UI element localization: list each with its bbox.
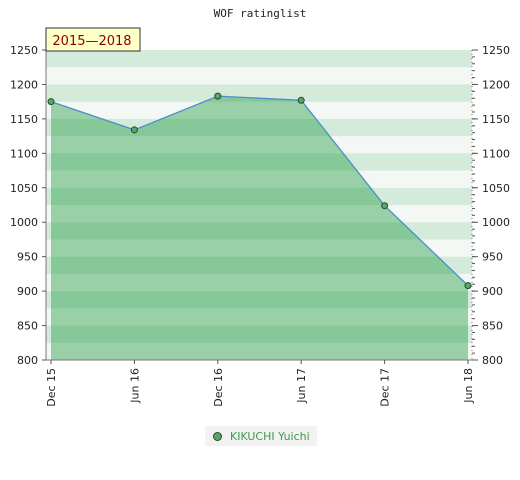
y-tick-label-right: 1200 xyxy=(482,78,510,91)
y-tick-label-left: 1050 xyxy=(10,182,38,195)
chart-title: WOF ratinglist xyxy=(214,7,307,20)
data-point xyxy=(381,202,389,210)
background-band xyxy=(46,67,472,85)
x-tick-label: Dec 17 xyxy=(379,368,392,407)
x-tick-label: Dec 15 xyxy=(45,368,58,407)
y-tick-label-right: 1150 xyxy=(482,113,510,126)
data-point xyxy=(47,98,55,106)
year-range-badge: 2015—2018 xyxy=(45,27,141,52)
y-tick-label-left: 800 xyxy=(17,354,38,367)
y-tick-label-left: 1000 xyxy=(10,216,38,229)
axes xyxy=(45,49,475,361)
legend-label: KIKUCHI Yuichi xyxy=(230,429,310,443)
y-tick-label-right: 900 xyxy=(482,285,503,298)
y-tick-label-right: 1250 xyxy=(482,44,510,57)
area-stripe xyxy=(51,205,468,223)
y-tick-label-right: 800 xyxy=(482,354,503,367)
series-line-path xyxy=(50,95,469,287)
background-band xyxy=(46,84,472,103)
y-tick-label-right: 1000 xyxy=(482,216,510,229)
x-tick-label: Jun 16 xyxy=(128,368,141,404)
area-stripe xyxy=(51,308,468,326)
y-tick-label-left: 1150 xyxy=(10,113,38,126)
x-tick-label: Jun 17 xyxy=(295,368,308,404)
badge-text: 2015—2018 xyxy=(52,34,131,49)
x-tick-label: Dec 16 xyxy=(212,368,225,407)
data-point xyxy=(130,126,138,134)
series-area xyxy=(51,96,468,361)
area-fill xyxy=(51,96,468,361)
area-stripe xyxy=(51,239,468,257)
y-tick-label-left: 1200 xyxy=(10,78,38,91)
data-point xyxy=(464,282,472,290)
badge-box xyxy=(45,27,141,52)
background-band xyxy=(46,50,472,68)
y-tick-label-right: 1100 xyxy=(482,147,510,160)
legend-marker-icon xyxy=(213,431,222,441)
series-line xyxy=(50,95,469,287)
area-stripe xyxy=(51,342,468,360)
y-tick-label-left: 950 xyxy=(17,251,38,264)
y-tick-label-left: 1100 xyxy=(10,147,38,160)
data-point xyxy=(214,92,222,100)
legend[interactable]: KIKUCHI Yuichi xyxy=(205,426,317,446)
area-stripe xyxy=(51,273,468,292)
y-tick-label-right: 1050 xyxy=(482,182,510,195)
y-tick-label-left: 900 xyxy=(17,285,38,298)
y-tick-label-right: 950 xyxy=(482,251,503,264)
y-tick-label-left: 850 xyxy=(17,320,38,333)
tick-labels: 800 800 850 850 900 900 950 950 1000 1000 1050 1050… xyxy=(10,44,510,407)
data-points xyxy=(47,92,472,290)
data-point xyxy=(297,96,305,104)
y-tick-label-right: 850 xyxy=(482,320,503,333)
x-tick-label: Jun 18 xyxy=(462,368,475,404)
y-tick-label-left: 1250 xyxy=(10,44,38,57)
